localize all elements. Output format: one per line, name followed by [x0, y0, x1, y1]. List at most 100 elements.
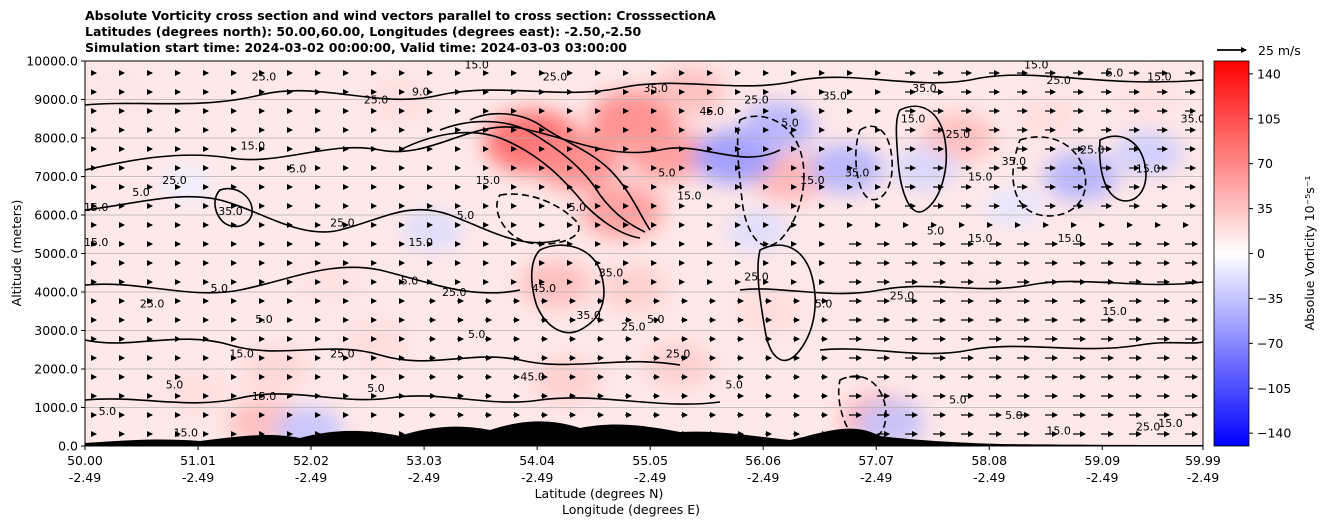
colorbar-tick-label: −35 [1257, 291, 1283, 306]
contour-label: 15.0 [84, 236, 109, 249]
colorbar-tick-label: 35 [1257, 201, 1273, 216]
contour-label: 15.0 [968, 232, 993, 245]
contour-label: 25.0 [621, 321, 646, 334]
contour-label: 15.0 [968, 170, 993, 183]
contour-label: 35.0 [576, 309, 601, 322]
y-axis-ticks: 0.0 1000.0 2000.0 3000.0 4000.0 5000.0 6000.0 7… [26, 54, 85, 454]
vorticity-blob [653, 67, 726, 116]
contour-label: 5.0 [367, 382, 385, 395]
vorticity-field-layer [88, 67, 1182, 446]
contour-line [739, 280, 1203, 295]
contour-label: 25.0 [1136, 421, 1161, 434]
vorticity-blob [274, 407, 344, 446]
contour-label: 15.0 [84, 201, 109, 214]
contour-label: 35.0 [823, 90, 848, 103]
contour-label: 5.0 [132, 186, 150, 199]
y-tick-label: 1000.0 [34, 400, 78, 415]
contour-label: 25.0 [744, 270, 769, 283]
x-tick-label-longitude: -2.49 [973, 470, 1005, 485]
vorticity-blob [400, 209, 463, 252]
contour-label: 5.0 [815, 297, 833, 310]
contour-label: 5.0 [211, 282, 229, 295]
y-tick-label: 3000.0 [34, 323, 78, 338]
contour-label: 5.0 [166, 378, 184, 391]
y-tick-label: 6000.0 [34, 208, 78, 223]
vorticity-blob [736, 289, 800, 333]
x-tick-label-longitude: -2.49 [747, 470, 779, 485]
contour-label: 15.0 [1102, 305, 1127, 318]
contour-label: 35.0 [845, 167, 870, 180]
contour-label: 5.0 [725, 378, 743, 391]
contour-label: 9.0 [412, 86, 430, 99]
contour-line [1098, 135, 1147, 202]
contour-label: 15.0 [464, 59, 489, 72]
x-tick-label-latitude: 55.05 [632, 453, 668, 468]
contour-label: 35.0 [644, 82, 669, 95]
x-tick-label-longitude: -2.49 [634, 470, 666, 485]
contour-label: 5.0 [647, 313, 665, 326]
contour-label: 5.0 [457, 209, 475, 222]
colorbar-tick-label: 105 [1257, 111, 1281, 126]
vorticity-blob [984, 187, 1044, 228]
contour-label: 15.0 [1046, 424, 1071, 437]
contour-label: 5.0 [289, 163, 307, 176]
x-tick-label-latitude: 59.09 [1084, 453, 1120, 468]
y-tick-label: 2000.0 [34, 362, 78, 377]
contour-label: 15.0 [1058, 232, 1083, 245]
contour-label: 35.0 [912, 82, 937, 95]
contour-label: 35.0 [599, 267, 624, 280]
x-tick-label-longitude: -2.49 [521, 470, 553, 485]
figure-title: Absolute Vorticity cross section and win… [85, 8, 716, 56]
vorticity-blob [741, 101, 817, 152]
contour-label: 15.0 [229, 347, 254, 360]
x-tick-label-longitude: -2.49 [295, 470, 327, 485]
x-tick-label-longitude: -2.49 [1086, 470, 1118, 485]
y-tick-label: 9000.0 [34, 92, 78, 107]
contour-label: 35.0 [1181, 113, 1206, 126]
x-tick-label-latitude: 52.02 [293, 453, 329, 468]
contour-label: 25.0 [666, 347, 691, 360]
contour-line [399, 131, 641, 239]
contour-label: 25.0 [1080, 143, 1105, 156]
contour-line [85, 338, 681, 366]
colorbar [1213, 60, 1250, 447]
contour-label: 45.0 [532, 282, 557, 295]
x-tick-label-longitude: -2.49 [69, 470, 101, 485]
y-tick-label: 7000.0 [34, 169, 78, 184]
x-tick-label-latitude: 51.01 [180, 453, 216, 468]
negative-contour-line [736, 115, 805, 247]
contour-line [85, 266, 521, 294]
colorbar-tick-label: 0 [1257, 246, 1265, 261]
y-tick-label: 8000.0 [34, 131, 78, 146]
contour-line [895, 105, 948, 213]
vorticity-blob [157, 164, 215, 204]
vorticity-blob [599, 265, 667, 311]
colorbar-tick-label: 70 [1257, 156, 1273, 171]
vorticity-blob [725, 209, 788, 252]
contour-label: 15.0 [173, 426, 198, 439]
quiver-key-label: 25 m/s [1258, 43, 1301, 58]
x-tick-label-latitude: 57.07 [858, 453, 894, 468]
contour-line [439, 120, 646, 233]
negative-contour-line [496, 193, 580, 245]
contour-labels: 15.05.025.025.015.05.035.09.015.025.015.… [84, 59, 1206, 439]
x-tick-label-latitude: 56.06 [745, 453, 781, 468]
contour-label: 15.0 [1136, 163, 1161, 176]
vorticity-blob [581, 184, 664, 239]
contour-label: 15.0 [408, 236, 433, 249]
x-tick-label-longitude: -2.49 [182, 470, 214, 485]
x-tick-label-longitude: -2.49 [1187, 470, 1219, 485]
contour-label: 5.0 [255, 313, 273, 326]
contour-label: 15.0 [1024, 59, 1049, 72]
contour-lines [85, 74, 1203, 405]
contour-label: 5.0 [781, 116, 799, 129]
x-tick-label-latitude: 59.99 [1185, 453, 1221, 468]
title-line-3: Simulation start time: 2024-03-02 00:00:… [85, 40, 627, 55]
contour-label: 25.0 [744, 93, 769, 106]
contour-line [214, 188, 253, 228]
contour-label: 25.0 [162, 174, 187, 187]
y-axis-label: Altitude (meters) [9, 200, 24, 307]
contour-label: 5.0 [1005, 409, 1023, 422]
contour-label: 45.0 [699, 105, 724, 118]
